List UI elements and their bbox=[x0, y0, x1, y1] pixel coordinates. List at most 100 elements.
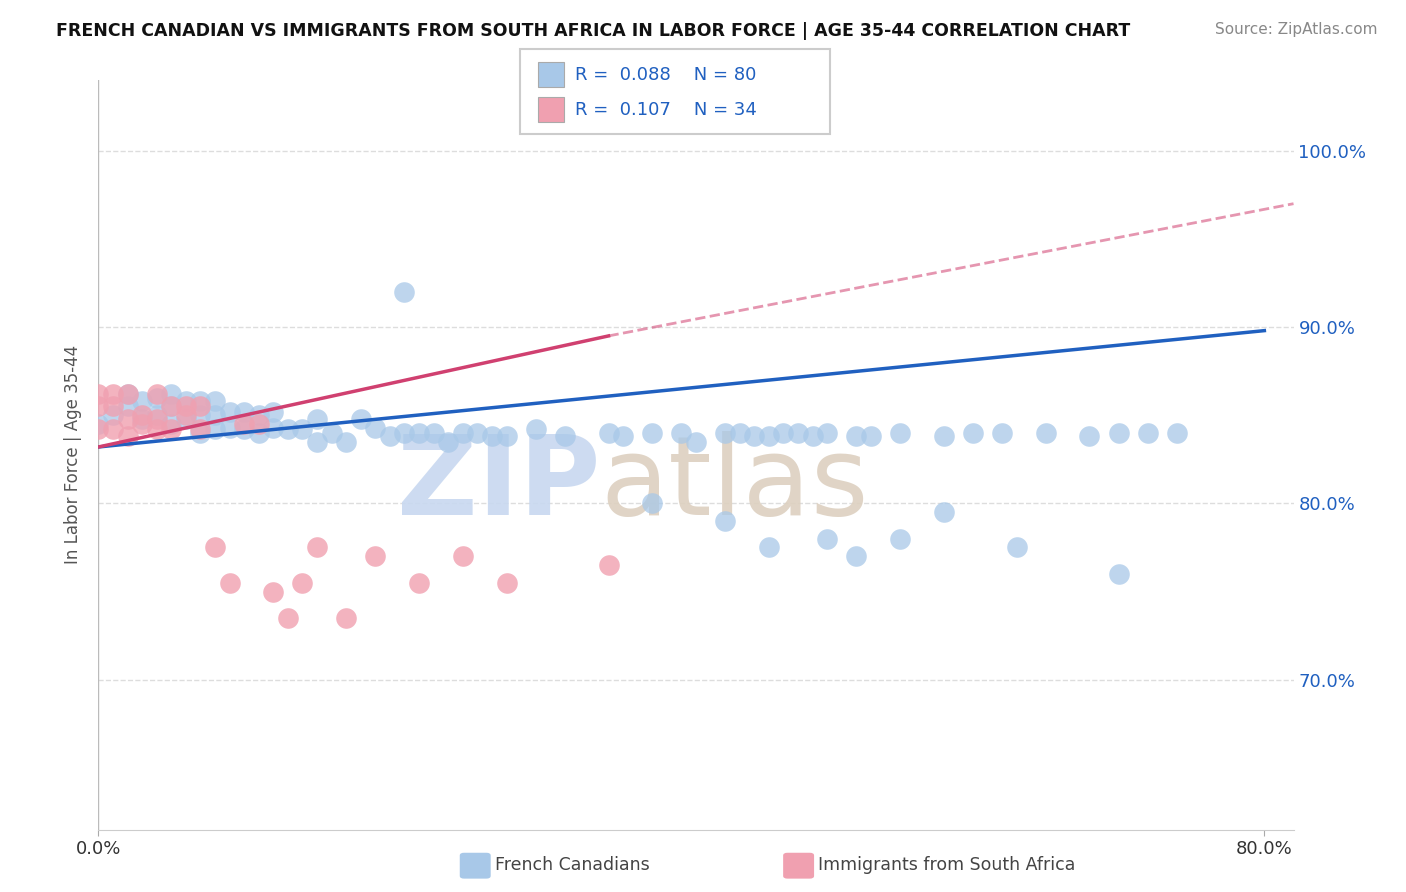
Point bbox=[190, 400, 212, 414]
Point bbox=[889, 425, 911, 440]
Point bbox=[685, 434, 707, 449]
Point bbox=[889, 532, 911, 546]
Point bbox=[772, 425, 794, 440]
Point bbox=[87, 422, 110, 436]
Point bbox=[204, 394, 226, 409]
Point bbox=[305, 411, 328, 425]
Point bbox=[335, 611, 357, 625]
Point bbox=[932, 505, 955, 519]
Point bbox=[451, 549, 474, 564]
Point bbox=[262, 405, 284, 419]
Point bbox=[160, 400, 183, 414]
Point bbox=[378, 429, 401, 443]
Point bbox=[1108, 425, 1130, 440]
Point bbox=[218, 575, 240, 590]
Point bbox=[728, 425, 751, 440]
Point bbox=[218, 420, 240, 434]
Point bbox=[1005, 541, 1028, 555]
Point bbox=[160, 422, 183, 436]
Point bbox=[190, 425, 212, 440]
Point bbox=[364, 420, 387, 434]
Point bbox=[758, 429, 780, 443]
Point bbox=[277, 422, 299, 436]
Point bbox=[815, 425, 838, 440]
Point bbox=[262, 584, 284, 599]
Point bbox=[641, 425, 664, 440]
Text: ZIP: ZIP bbox=[396, 432, 600, 539]
Point bbox=[233, 417, 256, 431]
Point bbox=[524, 422, 547, 436]
Point bbox=[758, 541, 780, 555]
Point bbox=[262, 420, 284, 434]
Point bbox=[612, 429, 634, 443]
Point bbox=[291, 575, 314, 590]
Point bbox=[101, 400, 124, 414]
Point bbox=[174, 409, 197, 423]
Point bbox=[481, 429, 503, 443]
Point bbox=[598, 425, 620, 440]
Point bbox=[321, 425, 343, 440]
Point bbox=[350, 411, 373, 425]
Text: FRENCH CANADIAN VS IMMIGRANTS FROM SOUTH AFRICA IN LABOR FORCE | AGE 35-44 CORRE: FRENCH CANADIAN VS IMMIGRANTS FROM SOUTH… bbox=[56, 22, 1130, 40]
Point bbox=[204, 422, 226, 436]
Point bbox=[87, 400, 110, 414]
Point bbox=[1035, 425, 1057, 440]
Point bbox=[422, 425, 444, 440]
Point bbox=[131, 411, 153, 425]
Point bbox=[117, 429, 139, 443]
Point bbox=[190, 409, 212, 423]
Point bbox=[408, 575, 430, 590]
Text: R =  0.107    N = 34: R = 0.107 N = 34 bbox=[575, 101, 756, 119]
Point bbox=[394, 285, 416, 299]
Point bbox=[962, 425, 984, 440]
Point bbox=[671, 425, 693, 440]
Point bbox=[859, 429, 882, 443]
Point bbox=[145, 422, 167, 436]
Point bbox=[190, 422, 212, 436]
Point bbox=[845, 549, 868, 564]
Point bbox=[305, 541, 328, 555]
Point bbox=[145, 411, 167, 425]
Point bbox=[87, 387, 110, 401]
Point bbox=[467, 425, 489, 440]
Point bbox=[160, 400, 183, 414]
Point bbox=[394, 425, 416, 440]
Point bbox=[131, 409, 153, 423]
Point bbox=[247, 409, 270, 423]
Point bbox=[233, 405, 256, 419]
Point bbox=[117, 411, 139, 425]
Point bbox=[87, 417, 110, 431]
Point bbox=[845, 429, 868, 443]
Point bbox=[131, 394, 153, 409]
Point bbox=[991, 425, 1014, 440]
Point bbox=[598, 558, 620, 573]
Point bbox=[305, 434, 328, 449]
Point bbox=[190, 394, 212, 409]
Point bbox=[174, 411, 197, 425]
Point bbox=[218, 405, 240, 419]
Point bbox=[101, 422, 124, 436]
Y-axis label: In Labor Force | Age 35-44: In Labor Force | Age 35-44 bbox=[65, 345, 83, 565]
Point bbox=[145, 409, 167, 423]
Point bbox=[787, 425, 810, 440]
Point bbox=[495, 575, 517, 590]
Point bbox=[160, 417, 183, 431]
Point bbox=[714, 425, 737, 440]
Point bbox=[233, 422, 256, 436]
Point bbox=[742, 429, 765, 443]
Point bbox=[801, 429, 824, 443]
Point bbox=[1078, 429, 1101, 443]
Point bbox=[204, 541, 226, 555]
Point bbox=[815, 532, 838, 546]
Point bbox=[364, 549, 387, 564]
Point bbox=[277, 611, 299, 625]
Point bbox=[641, 496, 664, 510]
Point bbox=[451, 425, 474, 440]
Point bbox=[247, 425, 270, 440]
Point bbox=[145, 387, 167, 401]
Point bbox=[131, 417, 153, 431]
Text: French Canadians: French Canadians bbox=[495, 856, 650, 874]
Point bbox=[335, 434, 357, 449]
Point bbox=[291, 422, 314, 436]
Point bbox=[117, 387, 139, 401]
